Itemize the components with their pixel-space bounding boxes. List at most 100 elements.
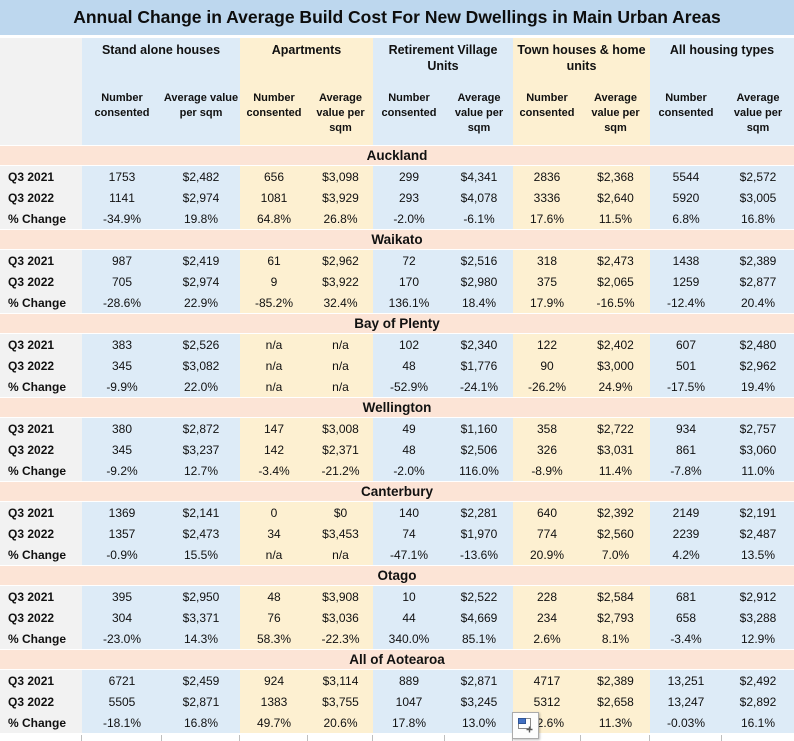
data-cell[interactable]: $2,572 (722, 166, 794, 187)
data-cell[interactable]: 170 (373, 271, 445, 292)
data-cell[interactable]: 8.1% (581, 628, 650, 649)
data-cell[interactable]: $3,245 (445, 691, 513, 712)
subheader-cell[interactable]: Average value per sqm (162, 85, 240, 145)
data-cell[interactable]: $1,970 (445, 523, 513, 544)
data-cell[interactable]: -23.0% (82, 628, 162, 649)
data-cell[interactable]: 19.8% (162, 208, 240, 229)
data-cell[interactable]: -85.2% (240, 292, 308, 313)
data-cell[interactable]: -34.9% (82, 208, 162, 229)
data-cell[interactable]: 20.9% (513, 544, 581, 565)
data-cell[interactable]: 58.3% (240, 628, 308, 649)
data-cell[interactable]: 22.0% (162, 376, 240, 397)
data-cell[interactable]: 147 (240, 418, 308, 439)
row-label[interactable]: Q3 2022 (0, 439, 82, 460)
data-cell[interactable]: $2,658 (581, 691, 650, 712)
data-cell[interactable]: 1438 (650, 250, 722, 271)
data-cell[interactable]: $3,371 (162, 607, 240, 628)
data-cell[interactable]: $2,912 (722, 586, 794, 607)
data-cell[interactable]: -0.03% (650, 712, 722, 733)
data-cell[interactable]: 11.4% (581, 460, 650, 481)
data-cell[interactable]: 142 (240, 439, 308, 460)
data-cell[interactable]: 7.0% (581, 544, 650, 565)
data-cell[interactable]: $3,082 (162, 355, 240, 376)
data-cell[interactable]: 85.1% (445, 628, 513, 649)
data-cell[interactable]: 76 (240, 607, 308, 628)
data-cell[interactable]: $2,141 (162, 502, 240, 523)
data-cell[interactable]: 24.9% (581, 376, 650, 397)
data-cell[interactable]: -7.8% (650, 460, 722, 481)
row-label[interactable]: Q3 2022 (0, 523, 82, 544)
data-cell[interactable]: 19.4% (722, 376, 794, 397)
data-cell[interactable]: -8.9% (513, 460, 581, 481)
data-cell[interactable]: 122 (513, 334, 581, 355)
data-cell[interactable]: $2,526 (162, 334, 240, 355)
data-cell[interactable]: 607 (650, 334, 722, 355)
subheader-cell[interactable]: Number consented (373, 85, 445, 145)
data-cell[interactable]: 20.6% (308, 712, 373, 733)
data-cell[interactable]: -2.0% (373, 208, 445, 229)
column-group-header[interactable]: Stand alone houses (82, 38, 240, 85)
data-cell[interactable]: $2,640 (581, 187, 650, 208)
row-label[interactable]: Q3 2021 (0, 334, 82, 355)
data-cell[interactable]: 1141 (82, 187, 162, 208)
region-header[interactable]: Otago (0, 565, 794, 586)
data-cell[interactable]: $2,980 (445, 271, 513, 292)
data-cell[interactable]: n/a (240, 334, 308, 355)
data-cell[interactable]: $2,473 (581, 250, 650, 271)
data-cell[interactable]: 383 (82, 334, 162, 355)
data-cell[interactable]: 34 (240, 523, 308, 544)
data-cell[interactable]: $3,114 (308, 670, 373, 691)
data-cell[interactable]: $3,008 (308, 418, 373, 439)
region-header[interactable]: Wellington (0, 397, 794, 418)
data-cell[interactable]: 375 (513, 271, 581, 292)
data-cell[interactable]: $4,341 (445, 166, 513, 187)
data-cell[interactable]: 16.1% (722, 712, 794, 733)
corner-cell[interactable] (0, 38, 82, 85)
data-cell[interactable]: 340.0% (373, 628, 445, 649)
data-cell[interactable]: $3,060 (722, 439, 794, 460)
data-cell[interactable]: 44 (373, 607, 445, 628)
data-cell[interactable]: -2.0% (373, 460, 445, 481)
data-cell[interactable]: 13.0% (445, 712, 513, 733)
subheader-cell[interactable]: Number consented (650, 85, 722, 145)
data-cell[interactable]: 17.9% (513, 292, 581, 313)
data-cell[interactable]: 90 (513, 355, 581, 376)
data-cell[interactable]: $2,459 (162, 670, 240, 691)
row-label[interactable]: % Change (0, 292, 82, 313)
row-label[interactable]: Q3 2021 (0, 250, 82, 271)
row-label[interactable]: Q3 2022 (0, 607, 82, 628)
data-cell[interactable]: $2,487 (722, 523, 794, 544)
column-group-header[interactable]: Town houses & home units (513, 38, 650, 85)
data-cell[interactable]: 345 (82, 439, 162, 460)
data-cell[interactable]: $3,922 (308, 271, 373, 292)
data-cell[interactable]: $2,877 (722, 271, 794, 292)
data-cell[interactable]: -26.2% (513, 376, 581, 397)
table-title[interactable]: Annual Change in Average Build Cost For … (0, 0, 794, 35)
data-cell[interactable]: 10 (373, 586, 445, 607)
subheader-cell[interactable]: Number consented (513, 85, 581, 145)
data-cell[interactable]: $2,974 (162, 187, 240, 208)
row-label[interactable]: Q3 2021 (0, 586, 82, 607)
data-cell[interactable]: 48 (240, 586, 308, 607)
data-cell[interactable]: 5920 (650, 187, 722, 208)
data-cell[interactable]: 656 (240, 166, 308, 187)
data-cell[interactable]: $3,036 (308, 607, 373, 628)
data-cell[interactable]: 102 (373, 334, 445, 355)
data-cell[interactable]: $2,389 (581, 670, 650, 691)
row-label[interactable]: % Change (0, 208, 82, 229)
data-cell[interactable]: $2,871 (445, 670, 513, 691)
row-label[interactable]: Q3 2022 (0, 355, 82, 376)
data-cell[interactable]: 380 (82, 418, 162, 439)
data-cell[interactable]: n/a (308, 334, 373, 355)
row-label[interactable]: Q3 2021 (0, 670, 82, 691)
data-cell[interactable]: 658 (650, 607, 722, 628)
data-cell[interactable]: $3,237 (162, 439, 240, 460)
data-cell[interactable]: -52.9% (373, 376, 445, 397)
data-cell[interactable]: 13.5% (722, 544, 794, 565)
data-cell[interactable]: 2239 (650, 523, 722, 544)
subheader-cell[interactable]: Average value per sqm (581, 85, 650, 145)
region-header[interactable]: Canterbury (0, 481, 794, 502)
data-cell[interactable]: 49 (373, 418, 445, 439)
data-cell[interactable]: n/a (240, 376, 308, 397)
subheader-cell[interactable]: Number consented (240, 85, 308, 145)
